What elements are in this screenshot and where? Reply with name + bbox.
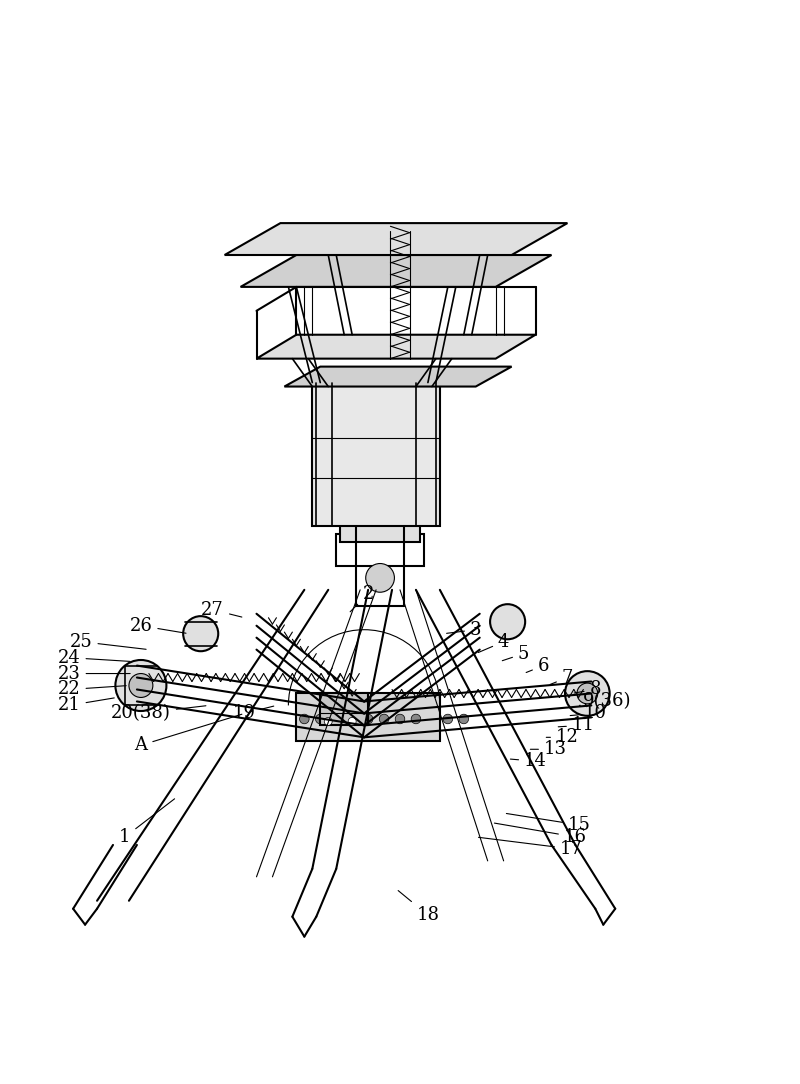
Text: 2: 2	[350, 585, 374, 611]
Text: 23: 23	[58, 664, 130, 683]
Text: 12: 12	[546, 728, 579, 746]
Circle shape	[366, 564, 394, 592]
Text: 26: 26	[130, 617, 186, 635]
Circle shape	[395, 714, 405, 724]
Circle shape	[379, 714, 389, 724]
Circle shape	[299, 714, 309, 724]
Circle shape	[363, 714, 373, 724]
Text: 11: 11	[558, 717, 595, 734]
Text: 19: 19	[233, 705, 274, 722]
Circle shape	[115, 660, 166, 711]
Bar	[336, 534, 424, 566]
Text: 5: 5	[502, 645, 530, 662]
Circle shape	[459, 714, 469, 724]
Circle shape	[331, 714, 341, 724]
Circle shape	[565, 671, 610, 715]
Bar	[312, 383, 440, 526]
Text: 22: 22	[58, 681, 126, 698]
Text: 3: 3	[446, 621, 482, 638]
Circle shape	[129, 673, 153, 697]
Polygon shape	[225, 223, 567, 255]
Circle shape	[347, 714, 357, 724]
Circle shape	[324, 718, 332, 725]
Text: 15: 15	[506, 813, 591, 834]
Text: 6: 6	[526, 657, 550, 674]
Text: 27: 27	[202, 601, 242, 619]
Circle shape	[411, 714, 421, 724]
Text: 25: 25	[70, 633, 146, 650]
Text: 18: 18	[398, 891, 439, 924]
Text: 20(38): 20(38)	[111, 705, 206, 722]
Text: 7: 7	[550, 669, 573, 686]
Text: 9(36): 9(36)	[579, 693, 631, 710]
Bar	[340, 522, 420, 542]
Text: 8: 8	[574, 681, 601, 698]
Text: 4: 4	[478, 633, 510, 653]
Text: 17: 17	[478, 837, 583, 857]
Text: 21: 21	[58, 696, 114, 714]
Circle shape	[443, 714, 453, 724]
Polygon shape	[241, 255, 551, 287]
Text: 16: 16	[494, 823, 587, 846]
Text: 10: 10	[570, 705, 607, 722]
Circle shape	[490, 604, 525, 640]
Polygon shape	[285, 366, 512, 387]
Bar	[320, 694, 368, 725]
Text: 1: 1	[119, 799, 174, 846]
FancyBboxPatch shape	[296, 694, 440, 741]
Circle shape	[577, 683, 598, 704]
Circle shape	[315, 714, 325, 724]
Polygon shape	[257, 335, 535, 359]
Circle shape	[348, 718, 356, 725]
Circle shape	[183, 616, 218, 651]
Text: 13: 13	[530, 740, 567, 759]
Text: 14: 14	[510, 752, 547, 771]
Text: A: A	[134, 714, 242, 754]
Text: 24: 24	[58, 648, 130, 667]
